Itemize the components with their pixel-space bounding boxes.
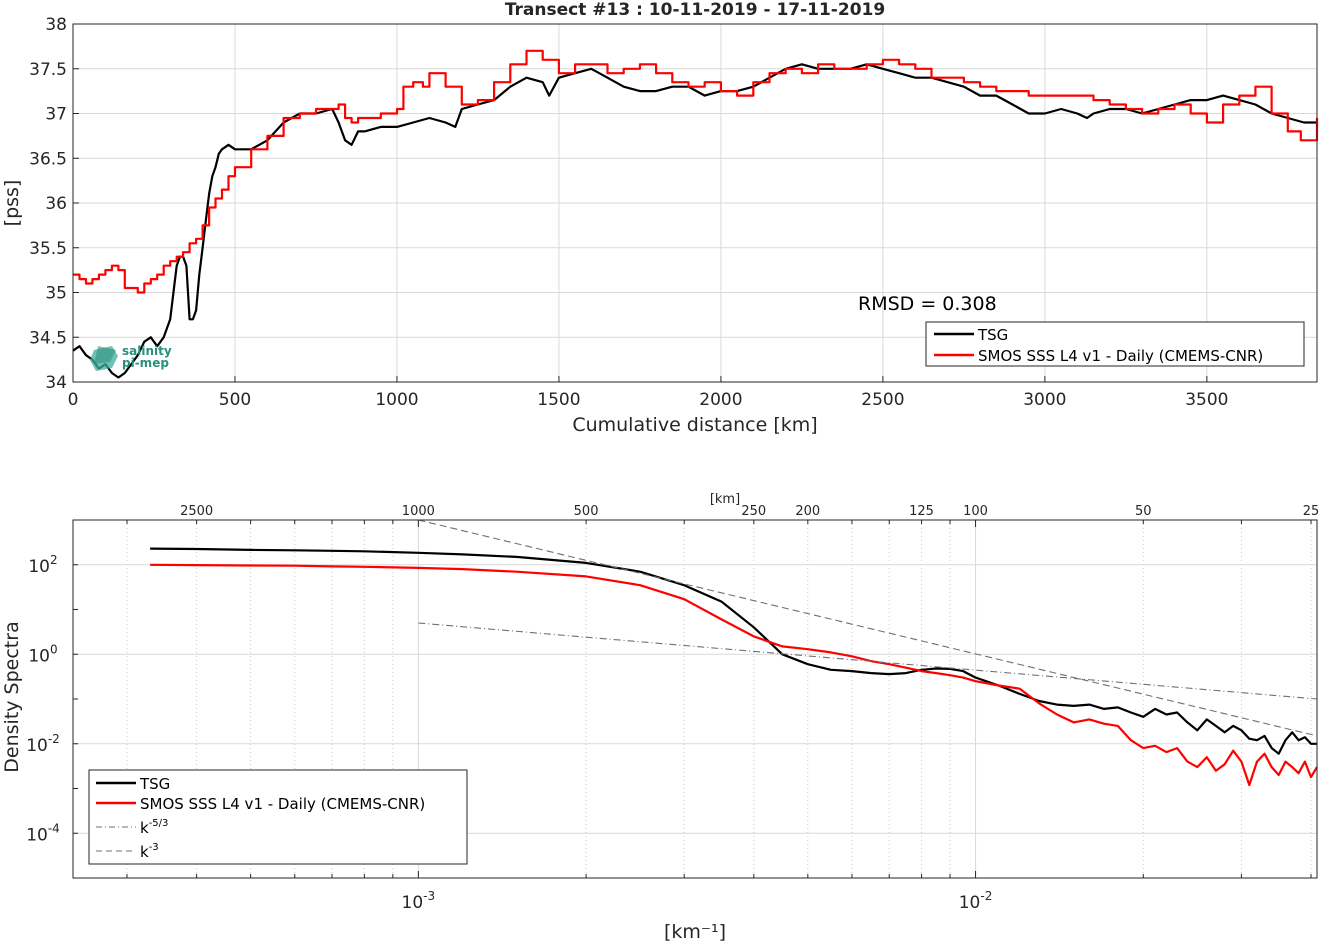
y-tick-label: 37.5 <box>29 60 67 80</box>
legend-label-k53: k-5/3 <box>140 818 168 837</box>
series-line-k53 <box>418 622 1318 700</box>
top-tick-label: 200 <box>795 504 820 519</box>
tick-labels: 0 500 1000 1500 2000 2500 3000 3500 34 34.5 35 35.5… <box>29 15 1228 410</box>
top-tick-label: 500 <box>574 504 599 519</box>
y-tick-label: 37 <box>45 105 67 125</box>
series-line-smos <box>150 563 1318 787</box>
top-tick-label: 125 <box>909 504 934 519</box>
y-tick-label: 102 <box>28 553 57 577</box>
legend: TSG SMOS SSS L4 v1 - Daily (CMEMS-CNR) k… <box>88 769 468 865</box>
x-tick-label: 0 <box>68 390 79 410</box>
x-axis-label: Cumulative distance [km] <box>572 414 817 436</box>
top-tick-label: 1000 <box>402 504 435 519</box>
legend-k53-exp: -5/3 <box>149 818 169 829</box>
logo-shape-icon <box>94 346 116 364</box>
y-axis-label: [pss] <box>1 180 23 227</box>
x-tick-label: 3500 <box>1185 390 1228 410</box>
y-tick-label: 36 <box>45 194 67 214</box>
x-tick-label: 1000 <box>375 390 418 410</box>
legend-label-smos: SMOS SSS L4 v1 - Daily (CMEMS-CNR) <box>140 795 425 813</box>
x-tick-label: 2500 <box>861 390 904 410</box>
series-layer <box>72 49 1319 379</box>
x-tick-label: 1500 <box>537 390 580 410</box>
legend-label-tsg: TSG <box>977 326 1008 344</box>
top-tick-label: 50 <box>1135 504 1152 519</box>
x-tick-label: 10-2 <box>959 889 993 913</box>
x-tick-label: 3000 <box>1023 390 1066 410</box>
y-tick-exp: -2 <box>48 732 60 746</box>
y-tick-base: 10 <box>28 646 50 666</box>
x-tick-label: 10-3 <box>402 889 436 913</box>
y-tick-base: 10 <box>26 825 48 845</box>
y-tick-exp: 0 <box>50 642 58 656</box>
y-tick-exp: -4 <box>48 821 60 835</box>
series-layer <box>150 519 1318 787</box>
legend-k53-base: k <box>140 819 149 837</box>
series-line-tsg <box>150 547 1317 755</box>
y-tick-label: 10-2 <box>26 732 60 756</box>
y-tick-label: 35.5 <box>29 239 67 259</box>
legend-box <box>925 321 1305 367</box>
salinity-pimep-logo: salinity pi-mep <box>90 344 172 371</box>
series-line-smos <box>73 49 1319 294</box>
y-tick-base: 10 <box>26 736 48 756</box>
legend-k3-exp: -3 <box>149 842 159 853</box>
chart-title: Transect #13 : 10-11-2019 - 17-11-2019 <box>505 0 885 20</box>
y-axis-label: Density Spectra <box>1 621 23 772</box>
y-tick-label: 34.5 <box>29 328 67 348</box>
y-tick-base: 10 <box>28 557 50 577</box>
top-axis-label: [km] <box>710 492 740 507</box>
y-tick-label: 38 <box>45 15 67 35</box>
y-tick-label: 35 <box>45 284 67 304</box>
logo-text-salinity: salinity <box>122 344 172 358</box>
series-line-k3 <box>418 519 1318 737</box>
top-tick-label: 2500 <box>180 504 213 519</box>
top-tick-label: 25 <box>1303 504 1320 519</box>
x-tick-exp: -3 <box>423 889 435 903</box>
y-tick-label: 36.5 <box>29 149 67 169</box>
y-tick-label: 10-4 <box>26 821 60 845</box>
x-tick-base: 10 <box>959 893 981 913</box>
legend-box <box>88 769 468 865</box>
rmsd-annotation: RMSD = 0.308 <box>858 293 997 315</box>
y-tick-label: 34 <box>45 373 67 393</box>
x-tick-base: 10 <box>402 893 424 913</box>
legend-label-k3: k-3 <box>140 842 159 861</box>
legend-k3-base: k <box>140 843 149 861</box>
x-tick-label: 500 <box>219 390 251 410</box>
legend-label-smos: SMOS SSS L4 v1 - Daily (CMEMS-CNR) <box>978 347 1263 365</box>
top-tick-label: 100 <box>963 504 988 519</box>
legend: TSG SMOS SSS L4 v1 - Daily (CMEMS-CNR) <box>925 321 1305 367</box>
x-tick-exp: -2 <box>980 889 992 903</box>
x-axis-label: [km⁻¹] <box>664 921 726 942</box>
y-tick-exp: 2 <box>50 553 58 567</box>
transect-chart: 0 500 1000 1500 2000 2500 3000 3500 34 34.5 35 35.5… <box>1 0 1319 436</box>
y-tick-label: 100 <box>28 642 57 666</box>
logo-text-pimep: pi-mep <box>122 356 169 370</box>
top-tick-label: 250 <box>741 504 766 519</box>
legend-label-tsg: TSG <box>139 775 170 793</box>
x-tick-label: 2000 <box>699 390 742 410</box>
